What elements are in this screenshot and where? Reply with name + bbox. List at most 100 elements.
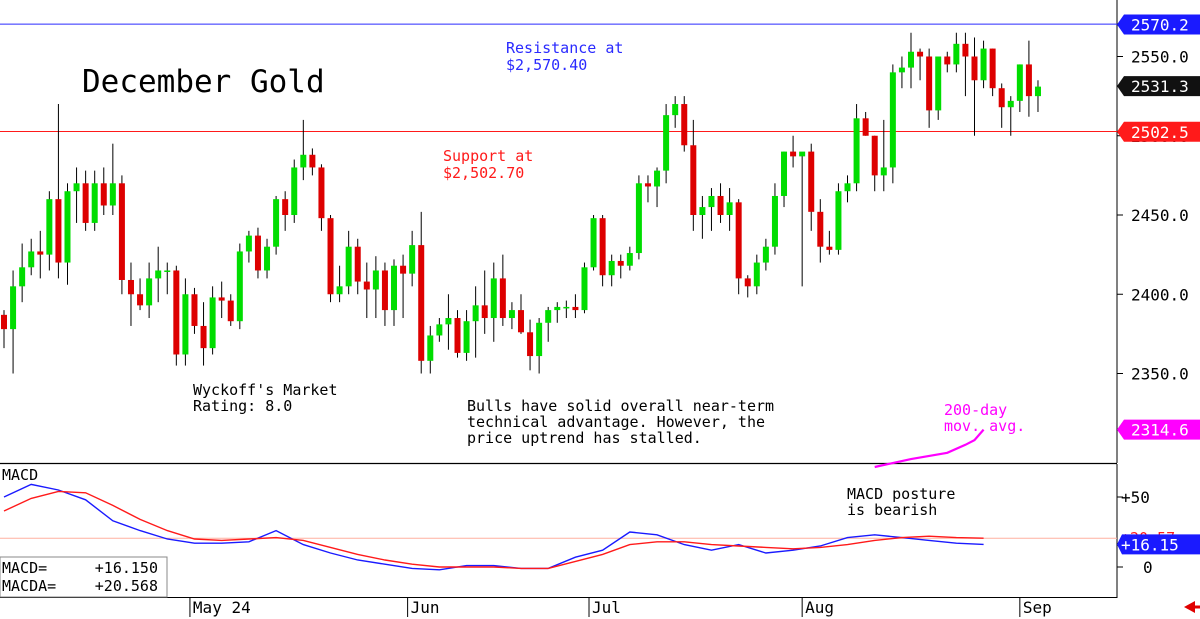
candle [109,143,116,215]
candle [917,48,924,81]
candle-body [236,251,243,322]
candle [73,167,80,223]
macda-readout-value: +20.568 [95,577,158,595]
candle [318,164,325,231]
candle-body [790,151,797,157]
price-tag-label: 2531.3 [1131,77,1189,96]
candle [790,135,797,168]
candle [345,230,352,295]
month-tick-label: Jun [411,598,440,617]
price-tag: 2502.5 [1117,121,1200,142]
month-tick-label: Sep [1023,598,1052,617]
candle-body [672,104,679,116]
candle [273,195,280,255]
price-tag: 2531.3 [1117,76,1200,97]
candle [726,188,733,231]
candle [19,243,26,303]
candle [753,254,760,295]
candle-body [853,118,860,184]
candle-body [37,251,44,255]
candle-body [917,51,924,57]
candle-body [10,286,17,330]
candle [844,175,851,203]
candle [944,51,951,73]
candle-body [944,56,951,65]
candle-body [282,199,289,215]
candle [309,148,316,176]
candle [391,259,398,326]
candle-body [300,154,307,168]
candle-body [962,43,969,57]
candle [300,119,307,181]
candle-body [708,195,715,208]
candle-body [953,43,960,65]
candle-body [690,145,697,215]
candle [880,119,887,192]
candle-body [572,306,579,311]
price-tag-label: 2314.6 [1131,421,1189,440]
candle [545,306,552,342]
month-tick-label: Jul [592,598,621,617]
candle [527,319,534,371]
price-tag-label: 2570.2 [1131,15,1189,34]
candle-body [499,278,506,319]
candle-body [635,183,642,254]
candle-body [381,270,388,311]
candle [46,191,53,271]
market-rating-annotation: Wyckoff's Market Rating: 8.0 [193,381,347,415]
candle-body [771,195,778,247]
candle-body [173,270,180,355]
candle-body [908,51,914,68]
candle-body [808,151,815,212]
candle [236,243,243,330]
candle-body [55,199,62,263]
candle-body [309,154,316,168]
candle-body [318,167,325,219]
candle [427,325,434,374]
candle [926,48,933,128]
candle [617,254,624,279]
candle-body [617,260,624,266]
candle-body [345,246,352,287]
candle-body [536,322,543,357]
macd-axis: +500+20.57+16.15 [1117,488,1200,577]
candle [536,318,543,374]
candle-body [363,281,370,290]
candle [1007,96,1014,136]
candle [418,211,425,374]
candle-body [372,270,379,290]
candle [635,175,642,260]
macd-readout-label: MACD= [2,559,47,577]
candle-body [127,279,134,295]
candle-body [1025,64,1032,97]
candle-body [608,260,615,276]
candle-body [481,305,488,319]
candle-body [227,300,234,322]
candle-body [1007,100,1014,108]
candle-body [508,310,515,319]
candle-body [735,202,742,279]
candle [835,183,842,255]
price-tag-shape [1117,76,1200,97]
candle [164,262,171,295]
candle [735,199,742,295]
candle-body [998,88,1005,108]
candle [771,183,778,255]
candle [291,159,298,223]
candle [481,270,488,334]
candle [817,199,824,263]
candle [82,170,89,231]
candle [581,262,588,314]
candle-body [146,278,153,306]
candle-body [472,305,479,322]
candle-body [844,183,851,192]
candle-body [264,246,271,271]
candle-body [835,191,842,250]
candle [808,143,815,231]
macda-readout-label: MACDA= [2,577,56,595]
scroll-arrow-icon[interactable] [1184,601,1200,613]
candle-body [64,191,71,263]
candle-body [599,218,606,276]
candle [663,104,670,184]
